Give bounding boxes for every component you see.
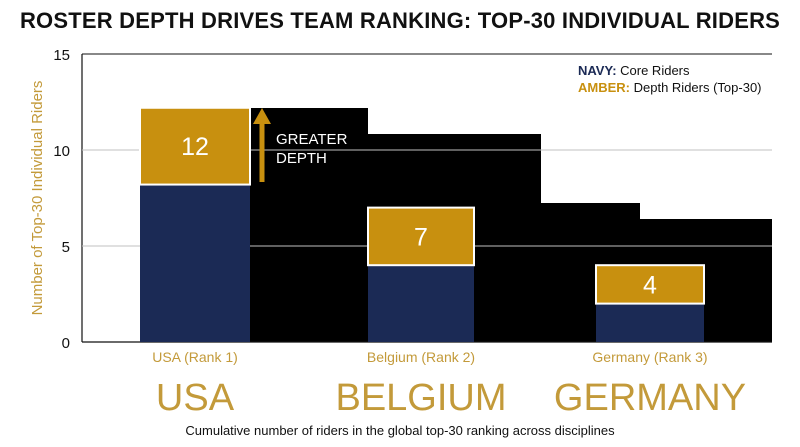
x-tick-label: Germany (Rank 3) [592,349,707,365]
legend-amber-entry: AMBER: Depth Riders (Top-30) [578,80,762,95]
bar-depth-1 [367,206,475,267]
y-tick-label: 15 [53,47,70,64]
bar-total-label: 4 [643,271,657,299]
bar-core-2 [596,303,704,342]
bar-total-label: 12 [181,133,209,161]
country-big-label: BELGIUM [335,377,506,419]
bar-core-0 [140,184,250,342]
y-tick-label: 5 [62,239,70,256]
y-tick-label: 10 [53,143,70,160]
y-axis-label: Number of Top-30 Individual Riders [29,81,46,316]
bar-core-1 [368,265,474,342]
x-tick-label: USA (Rank 1) [152,349,238,365]
chart-title: ROSTER DEPTH DRIVES TEAM RANKING: TOP-30… [19,8,781,33]
bar-depth-2 [595,264,705,305]
bar-total-label: 7 [414,223,428,251]
annotation-line-1: GREATER [276,131,348,148]
annotation-line-2: DEPTH [276,150,327,167]
legend-navy-entry: NAVY: Core Riders [578,63,690,78]
chart-caption: Cumulative number of riders in the globa… [185,423,615,438]
country-big-label: USA [156,377,235,419]
depth-arrow-head [253,108,271,124]
country-big-label: GERMANY [554,377,746,419]
x-tick-label: Belgium (Rank 2) [367,349,475,365]
y-tick-label: 0 [62,335,70,352]
bar-depth-0 [139,106,251,186]
